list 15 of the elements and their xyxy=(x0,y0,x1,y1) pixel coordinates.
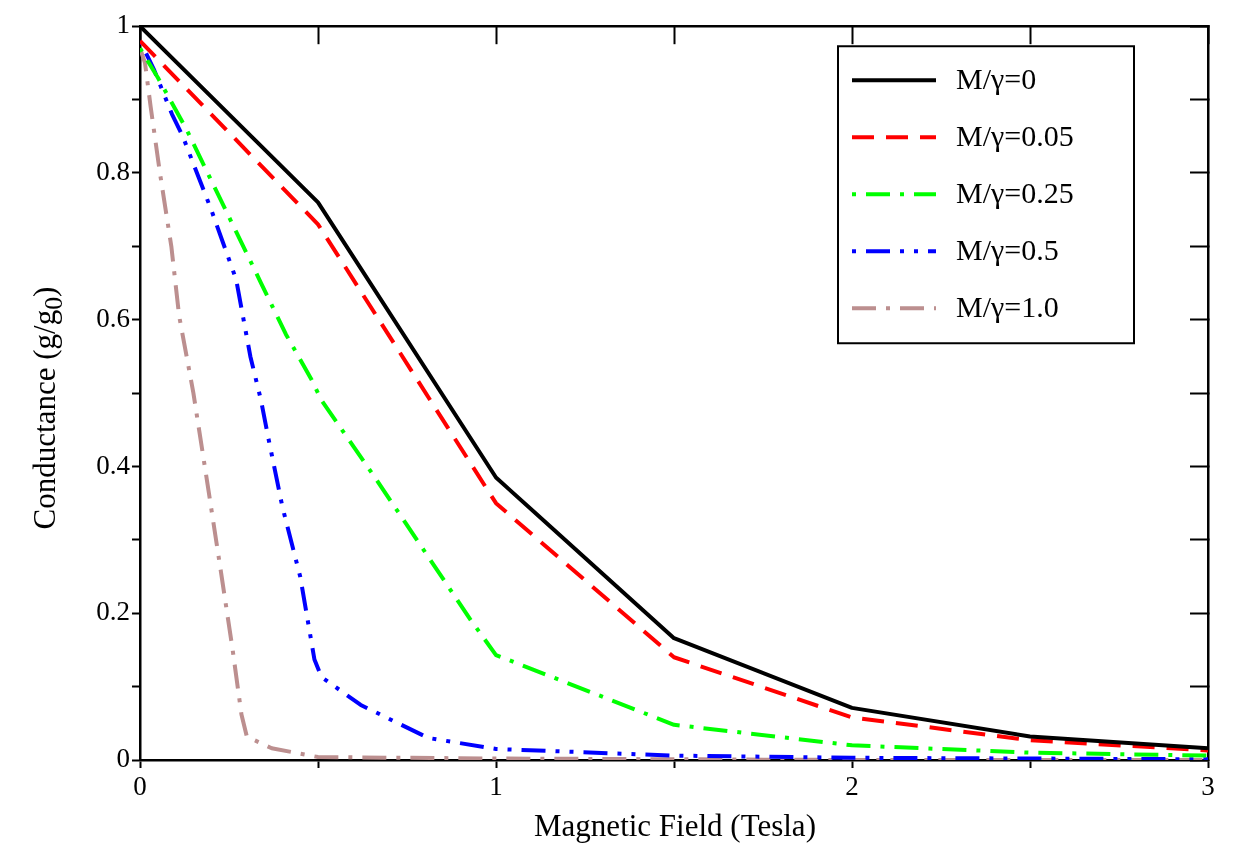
x-tick-label: 2 xyxy=(845,771,859,802)
legend-label: M/γ=0.05 xyxy=(956,119,1074,153)
y-tick-label: 0 xyxy=(116,743,130,774)
x-tick-label: 1 xyxy=(489,771,503,802)
x-axis-title: Magnetic Field (Tesla) xyxy=(533,808,817,844)
legend-label: M/γ=0.5 xyxy=(956,233,1059,267)
y-tick-label: 0.6 xyxy=(96,302,130,333)
y-tick-label: 1 xyxy=(116,9,130,40)
legend-label: M/γ=0 xyxy=(956,62,1037,96)
y-tick-label: 0.8 xyxy=(96,156,130,187)
x-tick-label: 3 xyxy=(1201,771,1215,802)
legend-label: M/γ=1.0 xyxy=(956,290,1059,324)
legend-label: M/γ=0.25 xyxy=(956,176,1074,210)
y-tick-label: 0.2 xyxy=(96,596,130,627)
y-tick-label: 0.4 xyxy=(96,449,131,480)
